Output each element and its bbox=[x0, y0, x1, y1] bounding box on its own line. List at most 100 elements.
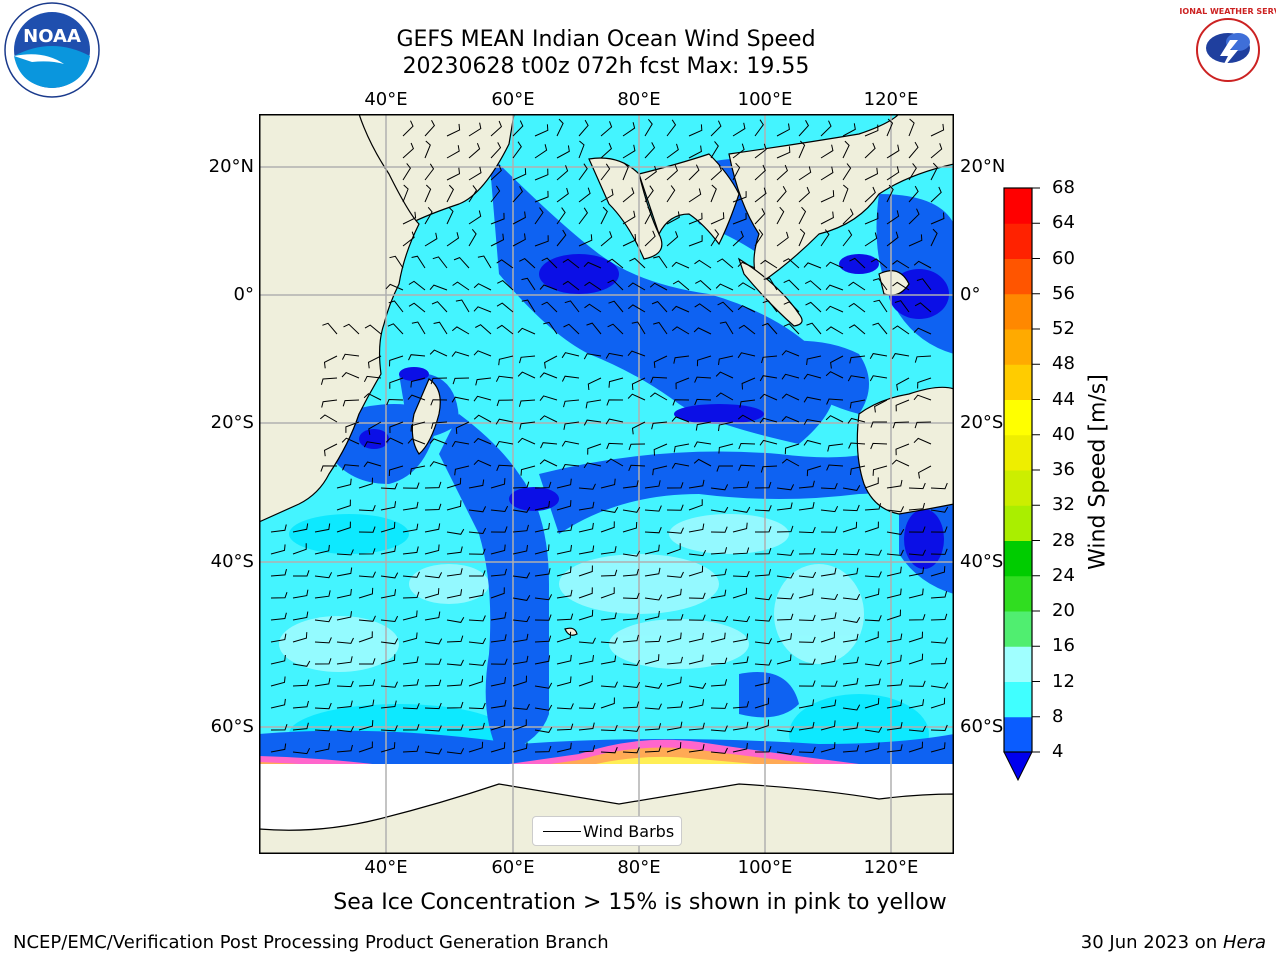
wind-barb bbox=[600, 681, 618, 688]
wind-barb bbox=[732, 230, 744, 247]
wind-barb bbox=[688, 479, 705, 489]
wind-barb bbox=[693, 441, 712, 448]
wind-barb bbox=[754, 568, 772, 577]
wind-barb bbox=[694, 398, 712, 406]
wind-barb bbox=[908, 163, 917, 181]
wind-barb bbox=[517, 327, 536, 335]
wind-barb bbox=[776, 231, 789, 247]
wind-barb bbox=[578, 565, 593, 577]
wind-barb bbox=[710, 506, 729, 513]
wind-barb bbox=[693, 327, 712, 335]
wind-barb bbox=[363, 441, 382, 448]
wind-barb bbox=[539, 459, 558, 467]
wind-barb bbox=[732, 547, 750, 555]
wind-barb bbox=[688, 699, 705, 709]
wind-barb bbox=[672, 399, 690, 406]
wind-barb bbox=[314, 677, 331, 687]
light-wind-regions bbox=[279, 514, 864, 672]
lat-tick-left: 60°S bbox=[210, 716, 254, 737]
wind-barb bbox=[359, 658, 376, 665]
wind-barb bbox=[520, 465, 536, 476]
wind-barb bbox=[891, 353, 910, 360]
wind-barb bbox=[754, 719, 769, 731]
wind-barb bbox=[293, 570, 310, 577]
wind-barb bbox=[864, 726, 883, 733]
wind-barb bbox=[820, 612, 837, 621]
wind-barb bbox=[930, 506, 949, 513]
wind-barb bbox=[468, 589, 485, 599]
wind-barb bbox=[671, 462, 690, 469]
wind-barb bbox=[424, 725, 442, 732]
wind-barb bbox=[556, 723, 574, 731]
colorbar-label: 56 bbox=[1052, 282, 1075, 304]
wind-barb bbox=[578, 483, 596, 490]
wind-barb bbox=[718, 421, 734, 432]
wind-barb bbox=[644, 165, 657, 181]
wind-barb bbox=[776, 549, 794, 556]
wind-barb bbox=[908, 653, 924, 665]
wind-barb bbox=[629, 257, 646, 269]
wind-barb bbox=[798, 588, 814, 599]
wind-barb bbox=[644, 610, 660, 621]
wind-barb bbox=[606, 399, 624, 406]
wind-barb bbox=[389, 255, 404, 269]
wind-barb bbox=[710, 164, 722, 181]
wind-barb bbox=[627, 304, 646, 313]
wind-barb bbox=[930, 682, 949, 689]
wind-barb bbox=[754, 615, 772, 622]
colorbar-label: 48 bbox=[1052, 353, 1075, 375]
wind-barb bbox=[380, 700, 397, 709]
wind-barb bbox=[402, 120, 414, 137]
wind-barb bbox=[556, 478, 572, 489]
wind-barb bbox=[825, 284, 844, 291]
wind-barb bbox=[519, 421, 536, 430]
wind-barb bbox=[446, 635, 464, 643]
wind-barb bbox=[446, 184, 455, 203]
wind-barb bbox=[820, 720, 836, 731]
wind-barb bbox=[894, 300, 910, 313]
wind-barb bbox=[364, 324, 382, 335]
wind-barb bbox=[380, 681, 398, 688]
wind-barb bbox=[380, 615, 399, 623]
wind-barb bbox=[798, 228, 806, 247]
wind-barb bbox=[820, 699, 837, 709]
wind-barb bbox=[539, 415, 558, 423]
wind-barb bbox=[380, 638, 399, 645]
wind-barb bbox=[314, 702, 332, 710]
wind-barb bbox=[336, 478, 352, 489]
wind-barb bbox=[870, 258, 888, 269]
wind-barb bbox=[512, 233, 526, 247]
wind-barb bbox=[644, 118, 653, 137]
wind-barb bbox=[886, 588, 902, 599]
wind-barb bbox=[424, 679, 442, 687]
wind-barb bbox=[849, 355, 866, 364]
wind-barb bbox=[694, 259, 712, 269]
wind-barb bbox=[776, 484, 795, 491]
wind-barb bbox=[584, 303, 602, 313]
wind-barb bbox=[410, 377, 426, 388]
wind-barb bbox=[446, 589, 463, 599]
wind-barb bbox=[710, 212, 725, 225]
wind-barb bbox=[578, 745, 596, 753]
wind-barb bbox=[517, 371, 536, 379]
wind-barb bbox=[622, 521, 638, 533]
wind-barb bbox=[776, 633, 792, 643]
wind-barb bbox=[323, 443, 338, 457]
wind-barb bbox=[671, 261, 690, 269]
wind-barb bbox=[600, 612, 617, 621]
colorbar bbox=[1003, 187, 1040, 782]
wind-barb bbox=[402, 482, 420, 489]
wind-barb bbox=[798, 571, 817, 579]
wind-barb bbox=[696, 355, 712, 367]
wind-barb bbox=[627, 350, 646, 357]
wind-barb bbox=[666, 676, 682, 687]
wind-barb bbox=[895, 399, 910, 412]
wind-barb bbox=[673, 355, 690, 364]
wind-barb bbox=[688, 235, 703, 247]
wind-barb bbox=[820, 742, 836, 753]
wind-barb bbox=[424, 120, 436, 137]
wind-barb bbox=[827, 443, 844, 452]
wind-barb bbox=[578, 722, 595, 731]
wind-barb bbox=[358, 505, 376, 512]
wind-barb bbox=[908, 567, 925, 577]
